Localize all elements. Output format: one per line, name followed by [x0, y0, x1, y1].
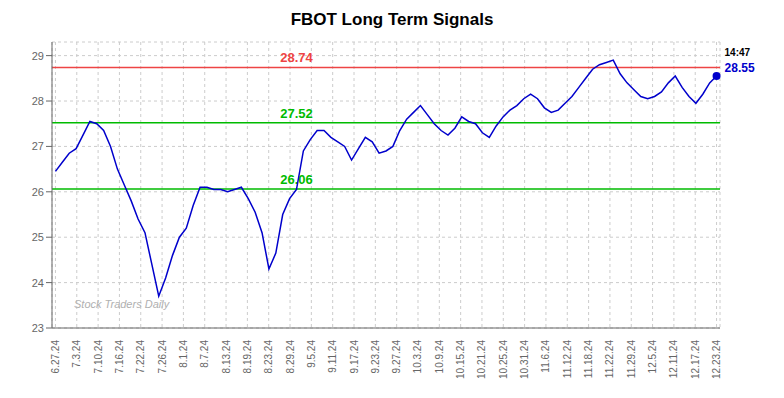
svg-text:11.18.24: 11.18.24	[583, 340, 594, 379]
svg-text:8.13.24: 8.13.24	[221, 340, 232, 374]
svg-text:8.29.24: 8.29.24	[285, 340, 296, 374]
svg-text:11.6.24: 11.6.24	[540, 340, 551, 373]
svg-text:14:47: 14:47	[725, 47, 751, 58]
svg-text:9.17.24: 9.17.24	[349, 340, 360, 374]
svg-text:8.7.24: 8.7.24	[199, 340, 210, 368]
svg-text:9.23.24: 9.23.24	[370, 340, 381, 374]
svg-text:8.1.24: 8.1.24	[178, 340, 189, 368]
svg-text:8.23.24: 8.23.24	[263, 340, 274, 374]
html-text:FBOT Long Term Signals: FBOT Long Term Signals	[290, 10, 494, 29]
svg-text:8.19.24: 8.19.24	[242, 340, 253, 374]
svg-text:10.25.24: 10.25.24	[498, 340, 509, 379]
svg-text:11.29.24: 11.29.24	[626, 340, 637, 379]
svg-text:7.3.24: 7.3.24	[71, 340, 82, 368]
svg-text:23: 23	[32, 322, 44, 334]
svg-text:7.16.24: 7.16.24	[114, 340, 125, 374]
svg-text:27.52: 27.52	[280, 106, 313, 121]
svg-text:29: 29	[32, 50, 44, 62]
svg-text:9.5.24: 9.5.24	[306, 340, 317, 368]
svg-text:10.9.24: 10.9.24	[434, 340, 445, 374]
svg-text:12.5.24: 12.5.24	[647, 340, 658, 374]
svg-text:12.23.24: 12.23.24	[711, 340, 722, 379]
svg-text:26.06: 26.06	[280, 172, 313, 187]
svg-text:10.15.24: 10.15.24	[455, 340, 466, 379]
svg-text:7.10.24: 7.10.24	[93, 340, 104, 374]
svg-text:28.55: 28.55	[725, 61, 755, 75]
svg-text:28: 28	[32, 95, 44, 107]
svg-text:10.3.24: 10.3.24	[412, 340, 423, 374]
html-text:Stock Traders Daily: Stock Traders Daily	[74, 298, 170, 310]
svg-text:7.26.24: 7.26.24	[157, 340, 168, 374]
svg-text:10.21.24: 10.21.24	[476, 340, 487, 379]
svg-text:12.17.24: 12.17.24	[690, 340, 701, 379]
svg-text:11.12.24: 11.12.24	[562, 340, 573, 379]
svg-text:12.11.24: 12.11.24	[668, 340, 679, 379]
svg-text:11.22.24: 11.22.24	[604, 340, 615, 379]
svg-text:7.22.24: 7.22.24	[135, 340, 146, 374]
svg-text:28.74: 28.74	[280, 50, 313, 65]
svg-text:25: 25	[32, 231, 44, 243]
svg-text:27: 27	[32, 140, 44, 152]
svg-text:9.27.24: 9.27.24	[391, 340, 402, 374]
svg-text:24: 24	[32, 277, 44, 289]
svg-text:9.11.24: 9.11.24	[327, 340, 338, 373]
svg-text:6.27.24: 6.27.24	[50, 340, 61, 374]
svg-text:26: 26	[32, 186, 44, 198]
svg-text:10.31.24: 10.31.24	[519, 340, 530, 379]
